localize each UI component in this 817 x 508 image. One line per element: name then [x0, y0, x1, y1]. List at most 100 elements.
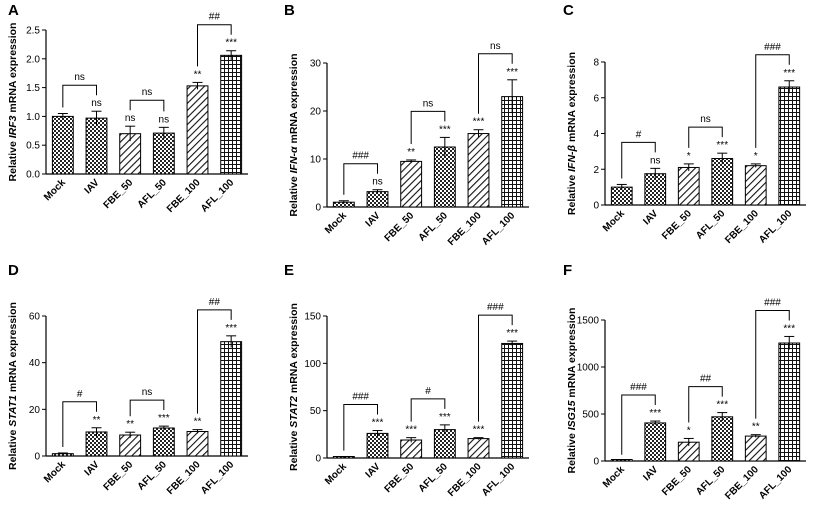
- panel-letter: A: [8, 2, 19, 19]
- significance-label: ***: [649, 408, 661, 419]
- bracket-label: ###: [764, 297, 781, 308]
- y-tick-label: 8: [593, 58, 599, 69]
- y-label-suffix: mRNA expression: [7, 23, 19, 116]
- bar-iav: [366, 191, 389, 208]
- error-bar: [717, 412, 728, 422]
- bracket-label: #: [77, 389, 83, 400]
- error-bar: [439, 424, 450, 435]
- bar-fbe-50: [119, 434, 142, 457]
- error-bar: [473, 129, 484, 138]
- bar-fbe-100: [467, 133, 490, 208]
- error-bar: [338, 456, 349, 458]
- y-label-prefix: Relative: [566, 172, 578, 215]
- category-label: AFL_50: [417, 210, 451, 244]
- y-label-gene: STAT2: [288, 396, 300, 428]
- bar-fbe-100: [744, 435, 767, 462]
- panel-d: D Relative STAT1 mRNA expression 0 20 40 60 Mo…: [7, 262, 248, 497]
- error-bar: [750, 434, 761, 438]
- category-label: FBE_100: [723, 208, 761, 246]
- category-label: FBE_100: [165, 459, 203, 497]
- category-label: AFL_100: [480, 461, 518, 499]
- error-bar: [125, 431, 136, 438]
- y-tick-label: 1000: [577, 363, 600, 374]
- error-bar: [192, 429, 203, 434]
- significance-label: ***: [506, 328, 518, 339]
- significance-label: **: [194, 69, 202, 80]
- y-label-suffix: mRNA expression: [566, 52, 578, 145]
- y-tick-label: 40: [29, 358, 41, 369]
- panel-a: A Relative IRF3 mRNA expression 0.0 0.5 1.0 1…: [7, 2, 248, 215]
- error-bar: [616, 183, 627, 190]
- bracket-label: #: [636, 129, 642, 140]
- bracket-label: ###: [352, 392, 369, 403]
- comparison-bracket: [688, 126, 723, 148]
- bracket-label: ###: [487, 302, 504, 313]
- bracket-label: ##: [700, 374, 712, 385]
- bar-fbe-50: [400, 160, 423, 208]
- y-label-prefix: Relative: [566, 430, 578, 473]
- panel-letter: E: [284, 262, 294, 279]
- error-bar: [91, 110, 102, 126]
- comparison-bracket: [62, 84, 97, 108]
- y-label-suffix: mRNA expression: [288, 303, 300, 396]
- y-tick-label: 60: [29, 312, 41, 323]
- error-bar: [158, 425, 169, 430]
- significance-label: ***: [473, 117, 485, 128]
- significance-label: **: [93, 415, 101, 426]
- bar-afl-50: [152, 427, 175, 457]
- significance-label: ***: [439, 124, 451, 135]
- bracket-label: ns: [142, 387, 153, 398]
- bar-afl-50: [152, 132, 175, 175]
- error-bar: [750, 163, 761, 168]
- y-axis-label: Relative IFN-β mRNA expression: [566, 52, 578, 215]
- error-bar: [192, 81, 203, 90]
- y-tick-label: 0: [593, 457, 599, 468]
- panel-c: C Relative IFN-β mRNA expression 0 2 4 6 8 Mock…: [563, 2, 806, 246]
- significance-label: ***: [716, 400, 728, 411]
- significance-label: **: [752, 422, 760, 433]
- y-tick-label: 0: [593, 201, 599, 212]
- significance-label: *: [754, 151, 758, 162]
- error-bar: [372, 189, 383, 194]
- y-tick-label: 1.5: [26, 83, 40, 94]
- comparison-bracket: [129, 399, 165, 417]
- bar-fbe-100: [744, 165, 767, 206]
- error-bar: [507, 340, 518, 346]
- significance-label: **: [194, 417, 202, 428]
- significance-label: ***: [716, 140, 728, 151]
- comparison-bracket: [621, 394, 656, 455]
- category-label: FBE_100: [165, 177, 203, 215]
- significance-label: ***: [439, 412, 451, 423]
- error-bar: [158, 126, 169, 139]
- error-bar: [125, 125, 136, 142]
- category-label: IAV: [641, 464, 660, 483]
- bar-afl-100: [220, 54, 243, 175]
- y-label-gene: IFN-β: [566, 144, 578, 171]
- category-label: IAV: [364, 210, 383, 229]
- category-label: FBE_50: [383, 461, 417, 495]
- significance-label: *: [687, 151, 691, 162]
- error-bar: [650, 167, 661, 180]
- category-label: FBE_100: [446, 210, 484, 248]
- bracket-label: ns: [142, 87, 153, 98]
- y-label-suffix: mRNA expression: [288, 53, 300, 146]
- y-label-prefix: Relative: [7, 427, 19, 470]
- y-tick-label: 1500: [577, 316, 600, 327]
- bracket-label: ##: [209, 297, 221, 308]
- comparison-bracket: [197, 309, 232, 414]
- significance-label: **: [126, 419, 134, 430]
- category-label: AFL_50: [136, 177, 170, 211]
- category-label: IAV: [83, 459, 102, 478]
- bar-afl-50: [711, 158, 734, 206]
- error-bar: [683, 437, 694, 446]
- panel-letter: B: [284, 2, 295, 19]
- y-tick-label: 2.0: [26, 54, 40, 65]
- significance-label: ***: [405, 425, 417, 436]
- category-label: Mock: [601, 464, 627, 490]
- y-tick-label: 10: [310, 155, 322, 166]
- panel-letter: F: [563, 262, 572, 279]
- category-label: FBE_50: [102, 459, 136, 493]
- error-bar: [338, 200, 349, 204]
- category-label: AFL_100: [199, 459, 237, 497]
- panel-e: E Relative STAT2 mRNA expression 0 50 100 150…: [284, 262, 529, 499]
